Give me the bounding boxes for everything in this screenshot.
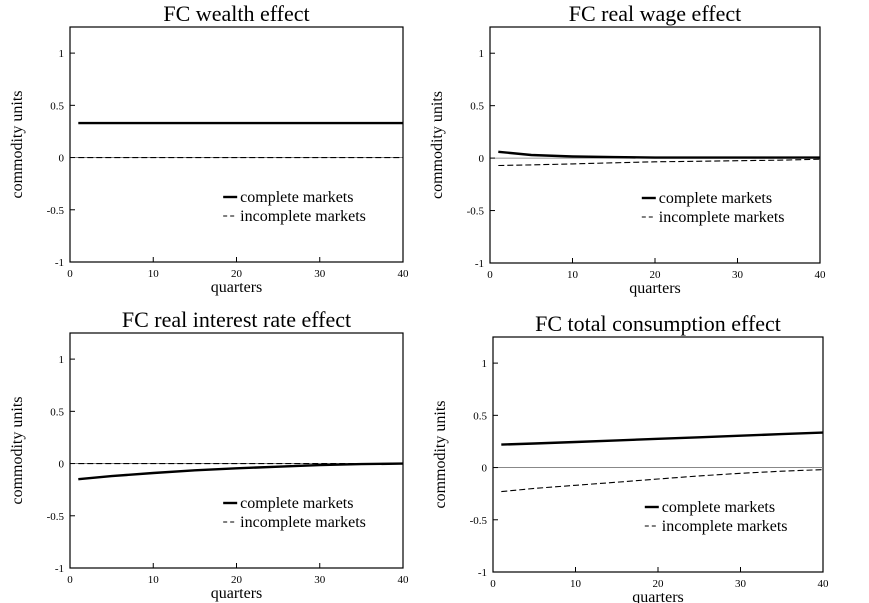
- y-tick-label: -1: [55, 563, 64, 575]
- y-tick-label: 1: [482, 358, 488, 370]
- legend-label: incomplete markets: [240, 514, 366, 531]
- y-tick-label: -0.5: [470, 515, 488, 527]
- y-axis-label: commodity units: [9, 91, 26, 199]
- y-tick-label: -1: [478, 567, 487, 579]
- plot-frame: [489, 26, 821, 264]
- y-tick-label: -0.5: [47, 511, 65, 523]
- x-tick-label: 10: [570, 578, 582, 590]
- x-tick-label: 40: [815, 269, 827, 281]
- x-axis-label: quarters: [211, 585, 263, 602]
- series-line-incomplete-markets: [501, 469, 824, 493]
- y-tick-label: 1: [479, 48, 485, 60]
- y-tick-label: 0: [479, 153, 485, 165]
- plot-frame: [69, 332, 404, 569]
- chart-title: FC real interest rate effect: [122, 307, 351, 332]
- x-tick-label: 30: [314, 268, 326, 280]
- y-tick-label: 0: [482, 463, 488, 475]
- y-tick-label: -1: [55, 257, 64, 269]
- x-tick-label: 0: [487, 269, 493, 281]
- x-axis-label: quarters: [632, 589, 684, 603]
- y-tick-label: -0.5: [467, 206, 485, 218]
- x-tick-label: 10: [148, 574, 160, 586]
- legend-label: complete markets: [240, 495, 353, 512]
- x-tick-label: 10: [148, 268, 160, 280]
- chart-title: FC wealth effect: [163, 1, 309, 26]
- chart-panel-3: FC real interest rate effect10.50-0.5-10…: [9, 307, 409, 602]
- x-tick-label: 0: [67, 268, 73, 280]
- y-tick-label: 1: [59, 354, 65, 366]
- x-axis-label: quarters: [211, 279, 263, 296]
- x-tick-label: 30: [735, 578, 747, 590]
- y-axis-label: commodity units: [432, 401, 449, 509]
- chart-title: FC real wage effect: [569, 1, 741, 26]
- x-tick-label: 0: [67, 574, 73, 586]
- series-line-complete-markets: [498, 150, 820, 159]
- y-tick-label: 0: [59, 459, 65, 471]
- y-tick-label: -0.5: [47, 205, 65, 217]
- y-tick-label: 0: [59, 153, 65, 165]
- x-tick-label: 40: [818, 578, 830, 590]
- legend-label: complete markets: [659, 190, 772, 207]
- plot-frame: [69, 26, 404, 263]
- y-tick-label: 0.5: [50, 406, 64, 418]
- x-axis-label: quarters: [629, 280, 681, 297]
- x-tick-label: 20: [231, 268, 243, 280]
- x-tick-label: 20: [231, 574, 243, 586]
- x-tick-label: 20: [650, 269, 662, 281]
- legend-label: complete markets: [240, 189, 353, 206]
- series-line-incomplete-markets: [498, 158, 821, 167]
- legend-label: incomplete markets: [659, 209, 785, 226]
- chart-title: FC total consumption effect: [535, 311, 781, 336]
- plot-frame: [492, 336, 824, 573]
- y-tick-label: 0.5: [50, 100, 64, 112]
- y-tick-label: 0.5: [473, 410, 487, 422]
- legend-label: incomplete markets: [240, 208, 366, 225]
- series-line-complete-markets: [501, 431, 824, 446]
- series-line-complete-markets: [78, 462, 404, 481]
- x-tick-label: 10: [567, 269, 579, 281]
- legend-label: complete markets: [662, 499, 775, 516]
- y-tick-label: -1: [475, 258, 484, 270]
- y-axis-label: commodity units: [429, 91, 446, 199]
- x-tick-label: 30: [732, 269, 744, 281]
- x-tick-label: 20: [653, 578, 665, 590]
- x-tick-label: 30: [314, 574, 326, 586]
- y-tick-label: 0.5: [470, 101, 484, 113]
- y-tick-label: 1: [59, 48, 65, 60]
- legend-label: incomplete markets: [662, 518, 788, 535]
- x-tick-label: 40: [398, 268, 410, 280]
- x-tick-label: 40: [398, 574, 410, 586]
- y-axis-label: commodity units: [9, 397, 26, 505]
- x-tick-label: 0: [490, 578, 496, 590]
